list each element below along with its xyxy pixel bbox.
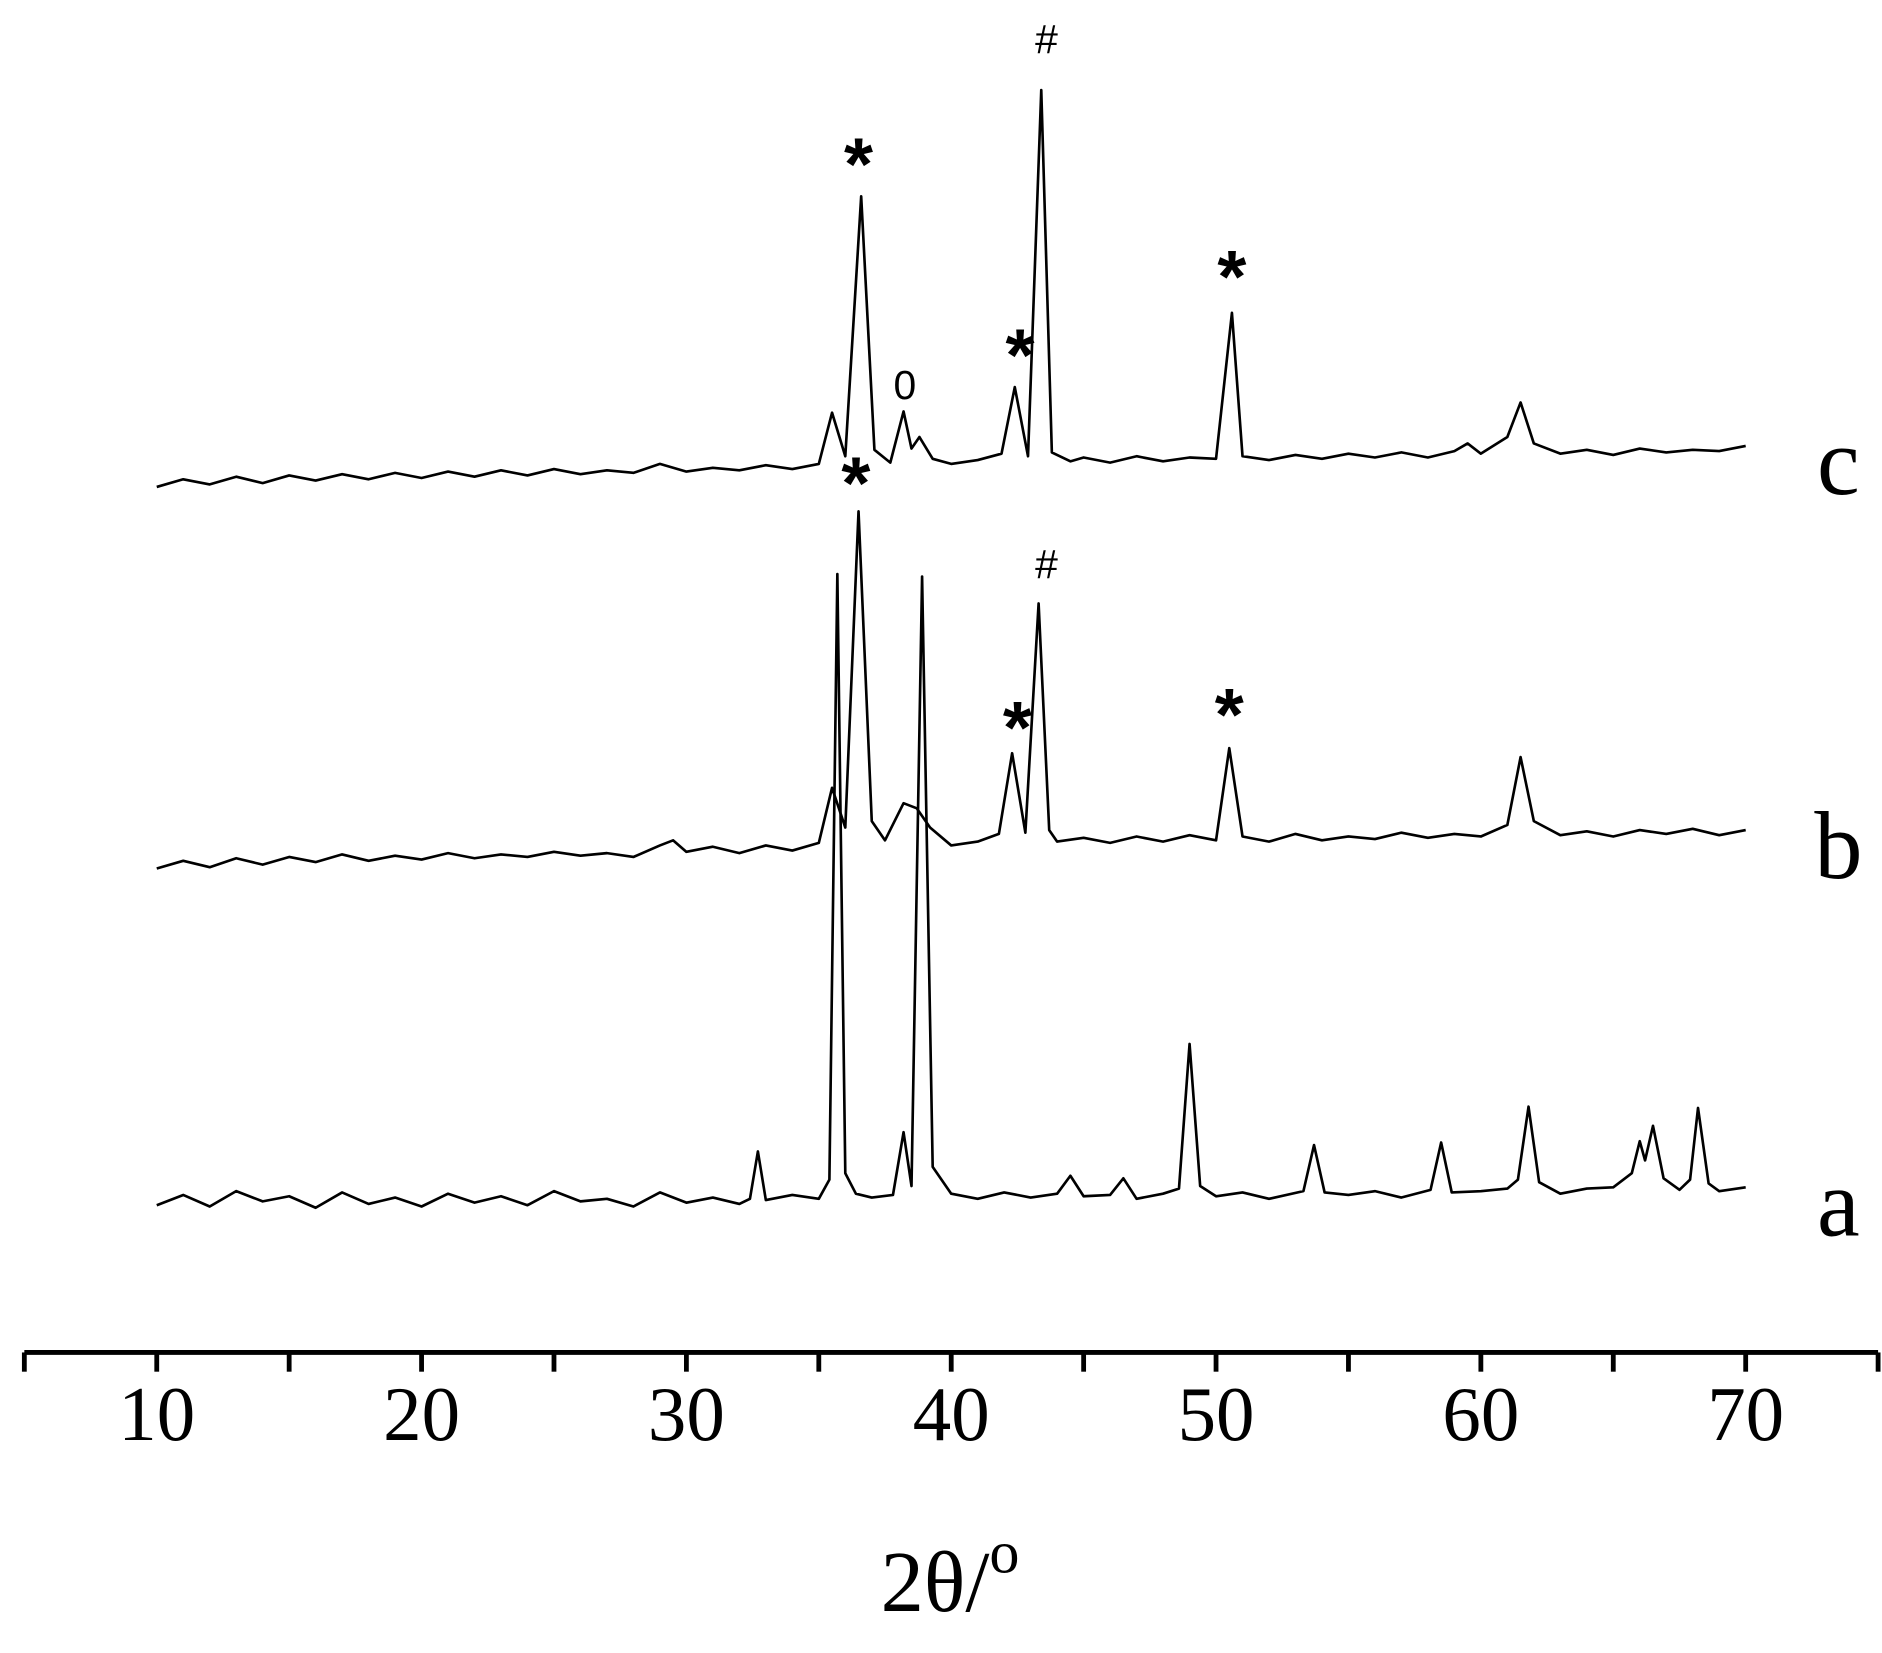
annotation: # [1035,541,1058,587]
x-tick-label: 50 [1178,1371,1255,1457]
annotation: * [1215,673,1244,756]
x-tick-label: 70 [1707,1371,1784,1457]
x-tick-label: 40 [913,1371,990,1457]
series-label: b [1814,792,1862,899]
annotation: * [1217,235,1246,318]
x-tick-label: 60 [1442,1371,1519,1457]
annotation: 0 [894,362,917,408]
x-tick-label: 30 [648,1371,725,1457]
annotation: * [1006,313,1035,396]
annotation: * [1003,686,1032,769]
x-axis-label-text: 2θ/ [881,1534,991,1630]
annotation: * [844,123,873,206]
x-tick-label: 10 [118,1371,195,1457]
annotation: # [1035,16,1058,62]
series-line [156,509,1746,870]
annotation: * [841,441,870,524]
series-label: a [1817,1149,1860,1256]
series-line [156,88,1746,489]
x-tick-label: 20 [383,1371,460,1457]
x-axis-label: 2θ/o [881,1519,1020,1629]
x-axis-label-sup: o [989,1519,1019,1586]
series-line [156,572,1746,1210]
series-label: c [1817,408,1860,515]
